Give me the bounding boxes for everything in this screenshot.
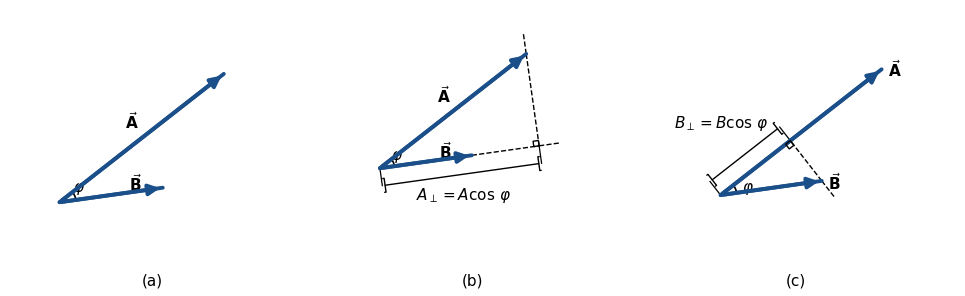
Text: $B_\perp = B\cos\,\varphi$: $B_\perp = B\cos\,\varphi$ [674, 114, 768, 133]
Text: $\vec{\mathbf{B}}$: $\vec{\mathbf{B}}$ [128, 173, 142, 194]
Text: $\vec{\mathbf{A}}$: $\vec{\mathbf{A}}$ [437, 85, 451, 106]
Text: (b): (b) [462, 274, 483, 289]
Text: $\vec{\mathbf{A}}$: $\vec{\mathbf{A}}$ [888, 59, 901, 80]
Text: $\varphi$: $\varphi$ [742, 181, 754, 197]
Text: $\vec{\mathbf{B}}$: $\vec{\mathbf{B}}$ [828, 173, 841, 194]
Text: $\vec{\mathbf{B}}$: $\vec{\mathbf{B}}$ [439, 141, 452, 162]
Text: $A_\perp = A\cos\,\varphi$: $A_\perp = A\cos\,\varphi$ [416, 186, 511, 205]
Text: $\vec{\mathbf{A}}$: $\vec{\mathbf{A}}$ [124, 111, 139, 132]
Text: $\varphi$: $\varphi$ [72, 181, 85, 197]
Text: (a): (a) [142, 274, 163, 289]
Text: (c): (c) [786, 274, 806, 289]
Text: $\varphi$: $\varphi$ [391, 149, 402, 165]
